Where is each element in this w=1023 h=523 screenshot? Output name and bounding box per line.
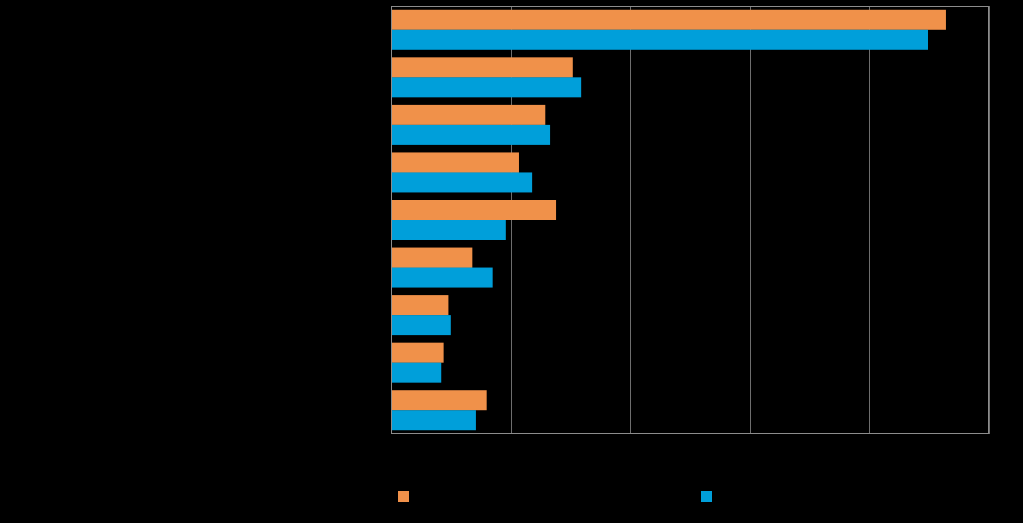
- bar-series-1-row-1: [392, 9, 946, 30]
- legend-swatch-series-1: [398, 490, 409, 502]
- bar-series-1-row-6: [392, 247, 473, 268]
- bar-series-1-row-3: [392, 104, 546, 125]
- gridlines: [511, 6, 990, 434]
- bar-series-2-row-1: [392, 29, 929, 50]
- bar-series-1-row-5: [392, 200, 557, 220]
- bars: [392, 9, 946, 431]
- bar-series-2-row-2: [392, 77, 582, 98]
- bar-series-2-row-5: [392, 220, 506, 240]
- bar-series-1-row-9: [392, 390, 487, 411]
- bar-series-1-row-2: [392, 57, 573, 78]
- bar-series-2-row-8: [392, 362, 442, 383]
- bar-series-1-row-7: [392, 295, 449, 316]
- legend-item-series-1: [398, 489, 415, 503]
- bar-series-2-row-9: [392, 410, 476, 431]
- bar-series-2-row-6: [392, 267, 493, 288]
- plot-frame: [391, 6, 989, 434]
- bar-series-2-row-7: [392, 315, 451, 336]
- legend-item-series-2: [701, 489, 718, 503]
- bar-series-1-row-4: [392, 152, 519, 173]
- bar-series-1-row-8: [392, 342, 444, 363]
- bar-series-2-row-3: [392, 124, 551, 145]
- bar-series-2-row-4: [392, 172, 533, 193]
- legend-swatch-series-2: [701, 490, 712, 502]
